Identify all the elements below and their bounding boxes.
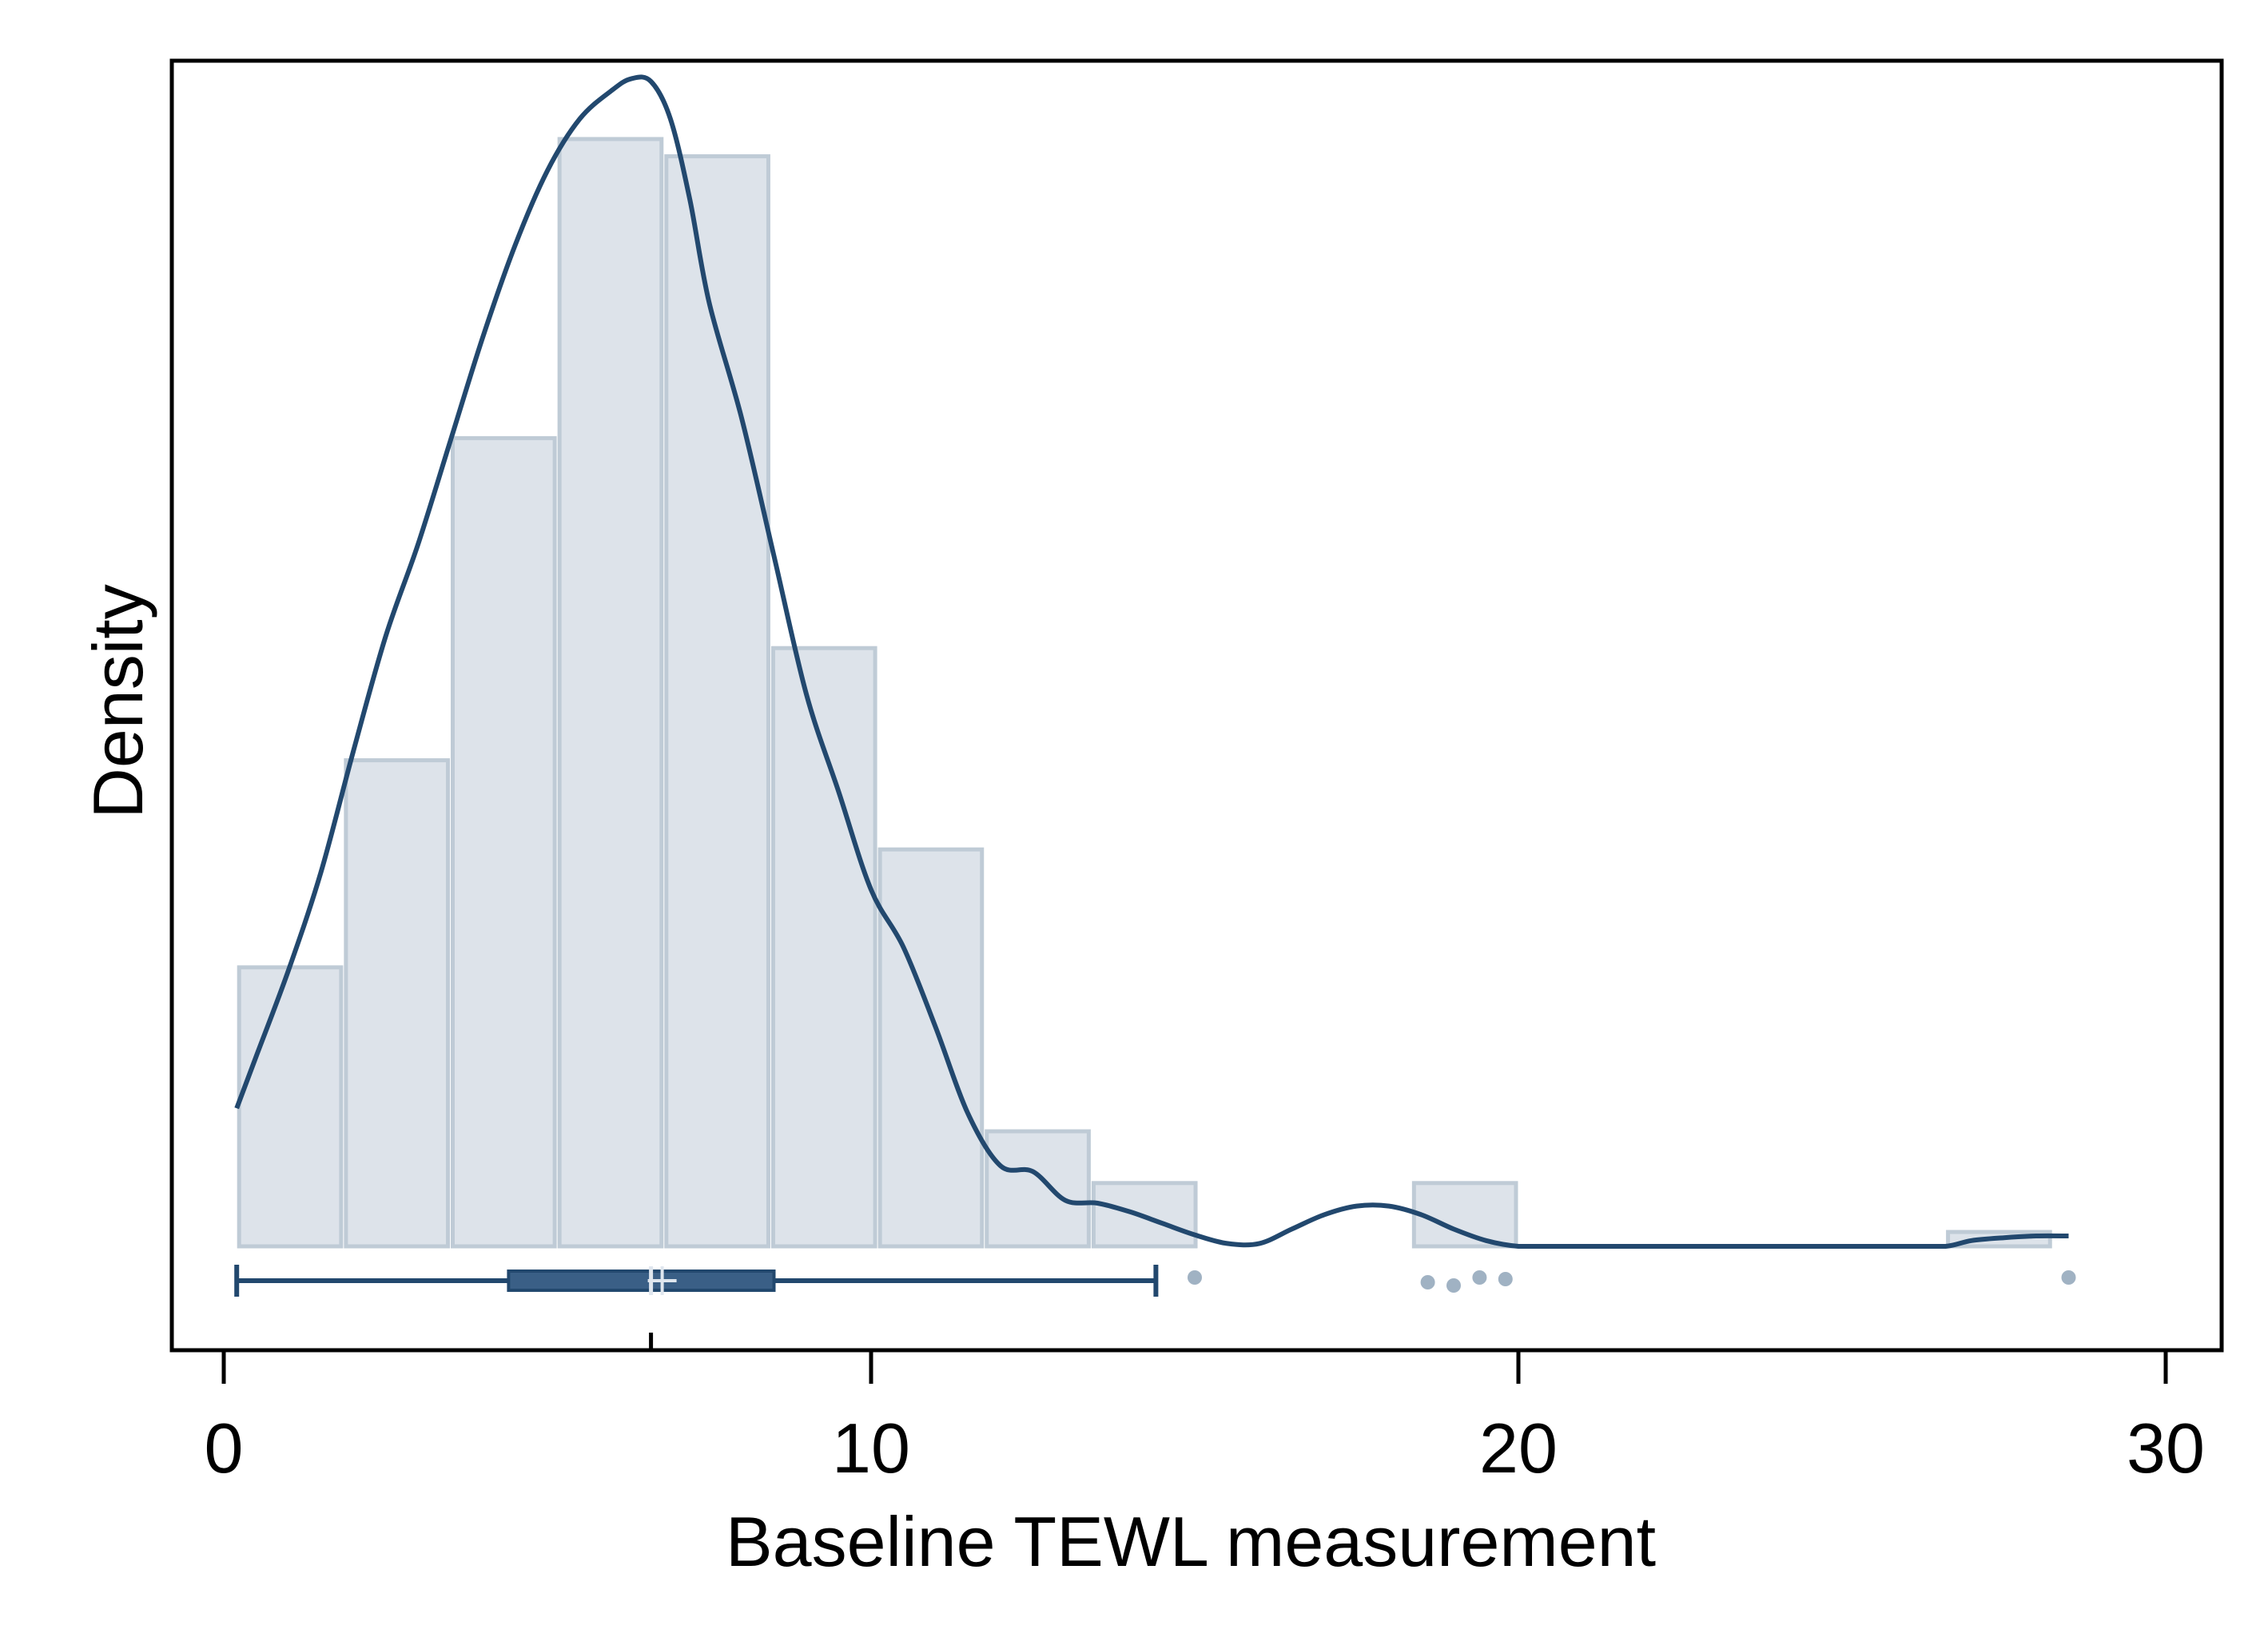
y-axis-title: Density	[78, 584, 157, 818]
histogram-bar	[1091, 1181, 1198, 1249]
histogram-bar	[770, 646, 877, 1249]
x-axis: 0 10 20 30	[205, 1333, 2205, 1488]
histogram-bar	[557, 137, 664, 1249]
interquartile-box	[507, 1270, 776, 1292]
x-tick-label: 10	[832, 1409, 910, 1488]
x-tick-label: 0	[205, 1409, 244, 1488]
density-curve-layer	[234, 74, 2069, 1250]
histogram-bar	[877, 847, 985, 1249]
x-tick-label: 30	[2127, 1409, 2205, 1488]
histogram-bar	[985, 1129, 1091, 1249]
x-axis-title: Baseline TEWL measurement	[726, 1502, 1656, 1581]
outlier-point	[1472, 1270, 1487, 1285]
histogram-bar	[664, 154, 770, 1249]
histogram-bar	[451, 435, 557, 1249]
outlier-point	[1498, 1272, 1513, 1286]
outlier-point	[1420, 1275, 1435, 1289]
density-curve	[234, 74, 2069, 1250]
x-tick-label: 20	[1479, 1409, 1558, 1488]
outlier-point	[1188, 1270, 1202, 1285]
histogram-bars	[237, 137, 2052, 1249]
outlier-point	[2061, 1270, 2076, 1285]
outlier-point	[1446, 1278, 1461, 1293]
histogram-bar	[237, 965, 344, 1249]
histogram-bar	[344, 758, 451, 1249]
box-plot	[234, 1265, 2076, 1297]
plot-frame	[169, 58, 2224, 1353]
histogram-bar	[1411, 1181, 1518, 1249]
